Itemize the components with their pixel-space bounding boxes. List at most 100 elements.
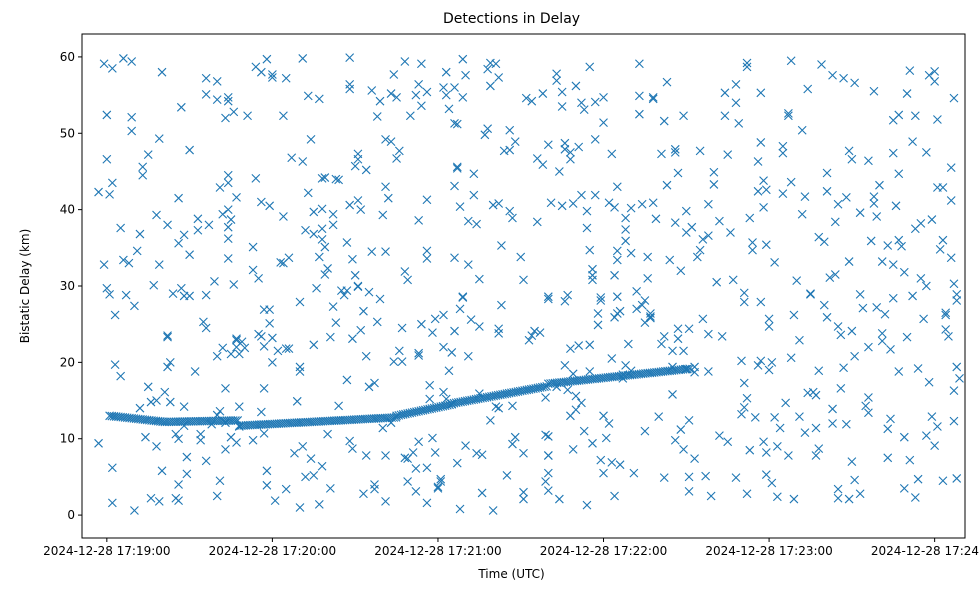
data-point (397, 357, 407, 366)
data-point (560, 144, 570, 154)
data-point (342, 375, 352, 385)
data-point (687, 222, 697, 232)
data-point (795, 335, 804, 345)
data-point (190, 367, 200, 376)
data-point (215, 183, 225, 192)
data-point (886, 414, 895, 424)
data-point (921, 431, 931, 441)
data-point (610, 270, 619, 280)
data-point (657, 149, 666, 159)
data-point (240, 343, 250, 353)
data-point (223, 92, 233, 102)
data-point (265, 201, 275, 211)
data-point (621, 213, 630, 223)
data-point (577, 190, 586, 200)
data-point (822, 168, 832, 178)
data-point (894, 110, 904, 120)
data-point (933, 422, 942, 431)
data-point (135, 229, 145, 239)
data-point (582, 223, 592, 233)
data-point (320, 173, 330, 182)
data-point (571, 405, 581, 415)
data-point (847, 457, 857, 467)
data-point (452, 458, 462, 468)
data-point (444, 366, 454, 376)
data-point (345, 200, 355, 210)
data-point (869, 192, 879, 202)
data-point (615, 460, 625, 470)
data-point (428, 433, 437, 443)
data-point (452, 162, 462, 172)
data-point (381, 134, 390, 144)
data-point (417, 319, 426, 329)
data-point (681, 206, 691, 216)
data-point (119, 255, 128, 265)
data-point (599, 411, 608, 421)
data-point (720, 111, 730, 121)
data-point (864, 393, 873, 402)
data-point (262, 466, 272, 476)
data-point (102, 110, 112, 120)
data-point (883, 241, 893, 250)
data-point (243, 111, 252, 121)
data-point (491, 402, 501, 412)
data-point (712, 277, 722, 287)
data-point (588, 275, 597, 285)
data-point (394, 346, 404, 356)
data-point (455, 304, 465, 314)
data-point (367, 247, 377, 257)
data-point (541, 393, 550, 402)
data-point (138, 170, 148, 180)
data-point (345, 53, 355, 63)
data-point (543, 294, 553, 304)
data-point (196, 435, 206, 445)
data-point (921, 281, 931, 291)
data-point (505, 206, 515, 216)
data-point (232, 334, 241, 344)
data-point (759, 176, 768, 186)
data-point (772, 441, 782, 451)
data-point (535, 328, 545, 337)
data-point (107, 178, 117, 188)
data-point (469, 169, 479, 179)
data-point (169, 417, 179, 427)
data-point (759, 437, 768, 447)
data-point (281, 344, 291, 354)
data-point (163, 362, 172, 372)
data-point (208, 416, 218, 426)
data-point (505, 125, 515, 135)
data-point (234, 402, 244, 412)
data-point (182, 417, 192, 426)
data-point (786, 177, 796, 187)
x-tick-label: 2024-12-28 17:21:00 (374, 544, 501, 558)
data-point (908, 291, 917, 301)
data-point (301, 472, 310, 482)
data-point (284, 344, 294, 354)
data-point (171, 429, 181, 439)
data-point (723, 437, 733, 447)
data-point (897, 241, 906, 251)
data-point (728, 275, 738, 285)
data-point (847, 326, 857, 336)
data-point (844, 494, 854, 504)
data-point (414, 215, 424, 225)
data-point (165, 357, 175, 367)
data-point (742, 58, 752, 68)
data-point (408, 448, 418, 457)
data-point (290, 448, 299, 458)
data-point (191, 416, 201, 426)
data-point (160, 387, 170, 397)
data-point (590, 134, 600, 144)
data-point (212, 351, 222, 361)
data-point (276, 257, 286, 267)
data-point (217, 416, 227, 426)
data-point (461, 70, 470, 80)
data-point (784, 111, 793, 121)
data-point (222, 416, 231, 426)
data-point (303, 91, 313, 101)
data-point (786, 353, 796, 363)
data-point (268, 357, 277, 367)
data-point (229, 107, 239, 117)
data-point (778, 189, 788, 198)
